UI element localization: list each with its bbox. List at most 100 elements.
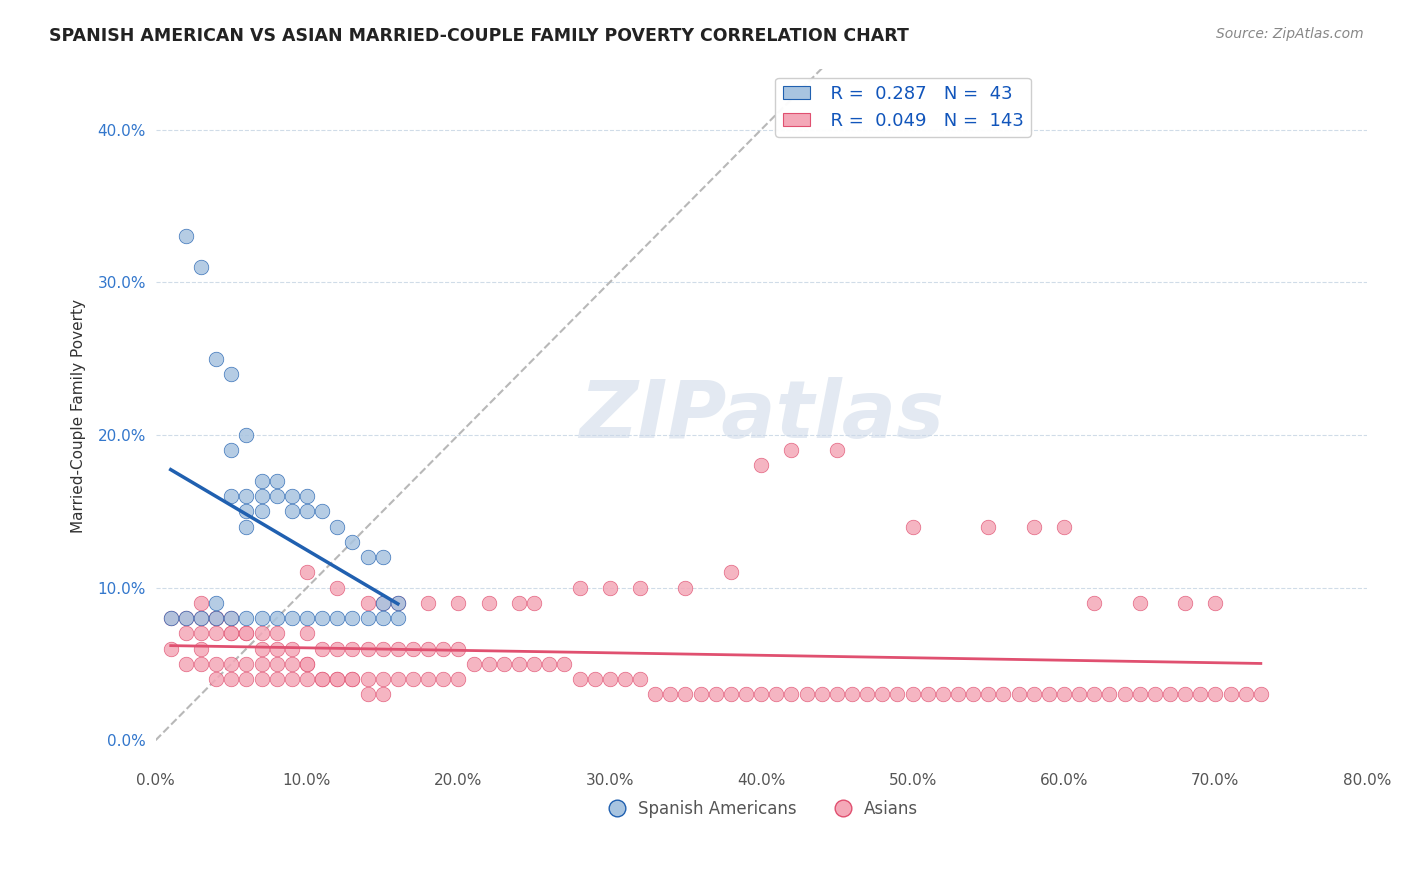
- Point: [659, 688, 682, 702]
- Point: [553, 657, 575, 671]
- Point: [508, 657, 530, 671]
- Point: [749, 688, 772, 702]
- Point: [1189, 688, 1212, 702]
- Point: [295, 626, 318, 640]
- Point: [219, 626, 242, 640]
- Point: [780, 443, 803, 458]
- Point: [295, 489, 318, 503]
- Point: [266, 474, 288, 488]
- Point: [387, 672, 409, 686]
- Point: [205, 611, 228, 625]
- Point: [478, 657, 501, 671]
- Point: [266, 641, 288, 656]
- Point: [281, 657, 304, 671]
- Point: [190, 611, 212, 625]
- Point: [432, 641, 454, 656]
- Point: [266, 611, 288, 625]
- Point: [568, 581, 591, 595]
- Point: [342, 611, 364, 625]
- Point: [311, 672, 333, 686]
- Point: [1234, 688, 1257, 702]
- Point: [205, 611, 228, 625]
- Point: [977, 519, 1000, 533]
- Point: [266, 672, 288, 686]
- Point: [190, 657, 212, 671]
- Point: [219, 672, 242, 686]
- Point: [977, 688, 1000, 702]
- Point: [295, 611, 318, 625]
- Point: [1250, 688, 1272, 702]
- Point: [174, 657, 197, 671]
- Point: [159, 641, 181, 656]
- Y-axis label: Married-Couple Family Poverty: Married-Couple Family Poverty: [72, 299, 86, 533]
- Point: [523, 596, 546, 610]
- Point: [235, 504, 257, 518]
- Point: [689, 688, 711, 702]
- Point: [1098, 688, 1121, 702]
- Point: [371, 672, 394, 686]
- Point: [841, 688, 863, 702]
- Point: [447, 641, 470, 656]
- Point: [416, 672, 439, 686]
- Point: [371, 596, 394, 610]
- Point: [1022, 688, 1045, 702]
- Point: [599, 581, 621, 595]
- Point: [538, 657, 561, 671]
- Point: [356, 688, 378, 702]
- Point: [311, 504, 333, 518]
- Point: [1069, 688, 1091, 702]
- Point: [235, 626, 257, 640]
- Point: [1174, 596, 1197, 610]
- Point: [917, 688, 939, 702]
- Point: [159, 611, 181, 625]
- Point: [266, 626, 288, 640]
- Point: [1174, 688, 1197, 702]
- Point: [1053, 519, 1076, 533]
- Point: [190, 626, 212, 640]
- Point: [825, 443, 848, 458]
- Point: [402, 641, 425, 656]
- Point: [886, 688, 908, 702]
- Point: [174, 626, 197, 640]
- Point: [1114, 688, 1136, 702]
- Point: [356, 672, 378, 686]
- Point: [371, 549, 394, 564]
- Point: [342, 672, 364, 686]
- Point: [190, 611, 212, 625]
- Point: [962, 688, 984, 702]
- Point: [946, 688, 969, 702]
- Point: [295, 504, 318, 518]
- Point: [508, 596, 530, 610]
- Point: [387, 611, 409, 625]
- Point: [266, 657, 288, 671]
- Point: [780, 688, 803, 702]
- Point: [219, 611, 242, 625]
- Point: [1204, 688, 1226, 702]
- Point: [402, 672, 425, 686]
- Point: [326, 611, 349, 625]
- Point: [295, 657, 318, 671]
- Point: [250, 672, 273, 686]
- Point: [1007, 688, 1029, 702]
- Point: [1129, 688, 1152, 702]
- Point: [205, 351, 228, 366]
- Point: [387, 596, 409, 610]
- Point: [219, 489, 242, 503]
- Point: [765, 688, 787, 702]
- Point: [492, 657, 515, 671]
- Point: [1204, 596, 1226, 610]
- Point: [281, 611, 304, 625]
- Point: [1159, 688, 1181, 702]
- Point: [613, 672, 636, 686]
- Point: [174, 611, 197, 625]
- Point: [219, 443, 242, 458]
- Point: [235, 672, 257, 686]
- Point: [205, 611, 228, 625]
- Point: [281, 504, 304, 518]
- Point: [326, 519, 349, 533]
- Point: [326, 641, 349, 656]
- Point: [205, 657, 228, 671]
- Point: [856, 688, 879, 702]
- Point: [342, 641, 364, 656]
- Point: [342, 672, 364, 686]
